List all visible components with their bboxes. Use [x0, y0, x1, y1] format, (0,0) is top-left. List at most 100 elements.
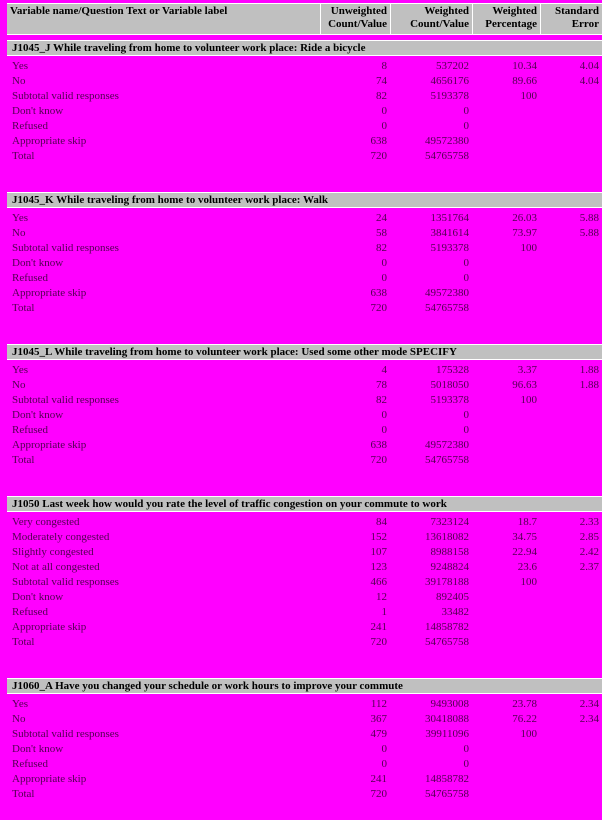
weighted-percentage-value	[472, 590, 540, 605]
standard-error-value	[540, 742, 602, 757]
weighted-value: 13618082	[425, 531, 469, 543]
weighted-value: 30418088	[425, 713, 469, 725]
weighted-value: 49572380	[425, 439, 469, 451]
standard-error-value	[540, 89, 602, 104]
weighted-percentage-value: 100	[520, 576, 538, 588]
weighted-percentage-value: 96.63	[512, 379, 537, 391]
standard-error-value	[540, 438, 602, 453]
standard-error-value: 2.34	[579, 698, 599, 710]
weighted-percentage-value	[472, 453, 540, 468]
weighted-value: 0	[463, 272, 470, 284]
table-row: Total 720 54765758	[7, 787, 602, 802]
table-row: Don't know 0 0	[7, 408, 602, 423]
row-label: Yes	[12, 364, 29, 376]
unweighted-value: 0	[381, 105, 388, 117]
section-header: J1060_A Have you changed your schedule o…	[7, 678, 602, 694]
weighted-percentage-value: 89.66	[512, 75, 537, 87]
unweighted-value: 720	[370, 302, 388, 314]
weighted-percentage-value	[472, 423, 540, 438]
standard-error-value: 2.34	[579, 713, 599, 725]
weighted-value: 4656176	[430, 75, 470, 87]
table-row: Yes 24 1351764 26.03 5.88	[7, 211, 602, 226]
standard-error-value	[540, 256, 602, 271]
weighted-value: 54765758	[425, 150, 469, 162]
row-label: Appropriate skip	[12, 621, 87, 633]
weighted-percentage-value: 3.37	[517, 364, 537, 376]
unweighted-value: 466	[370, 576, 388, 588]
standard-error-value	[540, 134, 602, 149]
table-row: Subtotal valid responses 466 39178188 100	[7, 575, 602, 590]
table-header-row: Variable name/Question Text or Variable …	[7, 3, 602, 35]
unweighted-value: 367	[370, 713, 388, 725]
table-row: Refused 0 0	[7, 119, 602, 134]
weighted-percentage-value	[472, 286, 540, 301]
table-row: Don't know 0 0	[7, 104, 602, 119]
weighted-value: 54765758	[425, 788, 469, 800]
table-row: Appropriate skip 638 49572380	[7, 438, 602, 453]
standard-error-value	[540, 727, 602, 742]
standard-error-value: 2.33	[579, 516, 599, 528]
weighted-percentage-value	[472, 635, 540, 650]
unweighted-value: 638	[370, 287, 388, 299]
unweighted-value: 638	[370, 135, 388, 147]
column-header-weighted-percentage: Weighted Percentage	[473, 4, 540, 34]
weighted-percentage-value	[472, 256, 540, 271]
standard-error-value	[540, 423, 602, 438]
weighted-value: 537202	[436, 60, 469, 72]
table-row: Refused 1 33482	[7, 605, 602, 620]
table-row: Total 720 54765758	[7, 635, 602, 650]
weighted-value: 9248824	[430, 561, 470, 573]
table-row: Appropriate skip 638 49572380	[7, 286, 602, 301]
row-label: Total	[12, 150, 35, 162]
standard-error-value	[540, 301, 602, 316]
variable-section: J1045_J While traveling from home to vol…	[7, 40, 602, 164]
row-label: Refused	[12, 424, 49, 436]
standard-error-value	[540, 408, 602, 423]
row-label: Refused	[12, 272, 49, 284]
row-label: Don't know	[12, 591, 64, 603]
weighted-value: 54765758	[425, 636, 469, 648]
weighted-percentage-value	[472, 119, 540, 134]
weighted-value: 54765758	[425, 302, 469, 314]
column-header-variable-label: Variable name/Question Text or Variable …	[7, 4, 320, 34]
weighted-value: 49572380	[425, 135, 469, 147]
unweighted-value: 8	[381, 60, 388, 72]
column-header-standard-error: Standard Error	[541, 4, 602, 34]
row-label: Subtotal valid responses	[12, 242, 119, 254]
weighted-percentage-value: 76.22	[512, 713, 537, 725]
unweighted-value: 720	[370, 150, 388, 162]
column-header-unweighted-count: Unweighted Count/Value	[321, 4, 390, 34]
unweighted-value: 241	[370, 773, 388, 785]
weighted-value: 33482	[441, 606, 470, 618]
unweighted-value: 112	[370, 698, 387, 710]
section-rows: Yes 112 9493008 23.78 2.34 No 367 30418088 76.22…	[7, 697, 602, 802]
table-row: No 78 5018050 96.63 1.88	[7, 378, 602, 393]
table-row: Total 720 54765758	[7, 301, 602, 316]
table-row: Yes 8 537202 10.34 4.04	[7, 59, 602, 74]
row-label: Yes	[12, 212, 29, 224]
section-rows: Yes 8 537202 10.34 4.04 No 74 4656176 89.66 4.04 S…	[7, 59, 602, 164]
standard-error-value	[540, 104, 602, 119]
table-row: No 58 3841614 73.97 5.88	[7, 226, 602, 241]
unweighted-value: 0	[381, 272, 388, 284]
section-header: J1045_K While traveling from home to vol…	[7, 192, 602, 208]
weighted-value: 0	[463, 758, 470, 770]
variable-section: J1060_A Have you changed your schedule o…	[7, 678, 602, 802]
weighted-percentage-value: 73.97	[512, 227, 537, 239]
row-label: No	[12, 75, 26, 87]
weighted-percentage-value	[472, 134, 540, 149]
weighted-percentage-value: 100	[520, 728, 538, 740]
weighted-value: 54765758	[425, 454, 469, 466]
weighted-value: 0	[463, 743, 470, 755]
weighted-percentage-value	[472, 757, 540, 772]
standard-error-value	[540, 787, 602, 802]
unweighted-value: 82	[376, 394, 387, 406]
weighted-percentage-value: 100	[520, 90, 538, 102]
standard-error-value	[540, 271, 602, 286]
weighted-percentage-value	[472, 438, 540, 453]
table-row: No 367 30418088 76.22 2.34	[7, 712, 602, 727]
row-label: Total	[12, 454, 35, 466]
section-rows: Yes 4 175328 3.37 1.88 No 78 5018050 96.63 1.88 Su…	[7, 363, 602, 468]
unweighted-value: 479	[370, 728, 388, 740]
